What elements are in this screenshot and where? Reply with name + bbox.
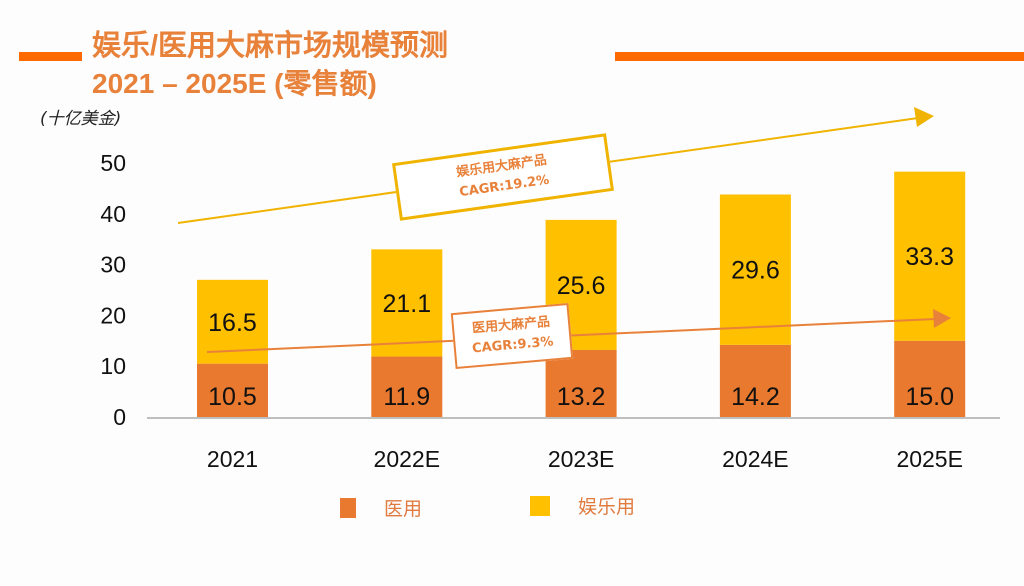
x-tick-label: 2022E [374, 446, 441, 472]
y-tick-label: 50 [100, 150, 126, 176]
y-axis-unit-label: (十亿美金) [40, 109, 122, 129]
bars: 10.5 16.5 11.9 21.1 13.2 25.6 14.2 29.6 15.0 33.3 [197, 171, 966, 417]
header-accent-bar-right [615, 52, 1024, 61]
legend-swatch-recreational [530, 495, 550, 516]
chart-subtitle: 2021 – 2025E (零售额) [92, 68, 377, 99]
data-label-medical-2022E: 11.9 [383, 383, 430, 411]
legend-label-recreational: 娱乐用 [578, 496, 636, 518]
data-label-recreational-2024E: 29.6 [731, 257, 780, 285]
x-axis-ticks: 2021 2022E 2023E 2024E 2025E [207, 446, 963, 472]
data-label-medical-2025E: 15.0 [905, 383, 954, 411]
y-tick-label: 40 [100, 201, 126, 227]
bar-recreational-2022E [371, 249, 443, 357]
x-tick-label: 2023E [548, 446, 615, 472]
data-label-recreational-2021: 16.5 [208, 309, 257, 337]
y-tick-label: 20 [100, 302, 126, 328]
data-label-recreational-2022E: 21.1 [382, 290, 431, 318]
legend-label-medical: 医用 [384, 498, 423, 520]
x-tick-label: 2021 [207, 446, 258, 472]
legend-item-medical: 医用 [340, 494, 422, 521]
x-tick-label: 2025E [896, 446, 963, 472]
bar-medical-2022E [371, 356, 443, 417]
data-label-recreational-2023E: 25.6 [557, 272, 606, 300]
bar-medical-2023E [545, 349, 617, 417]
bar-recreational-2025E [894, 171, 966, 341]
bar-medical-2024E [719, 344, 791, 417]
medical-arrowhead-icon [933, 309, 951, 328]
y-axis-ticks: 0 10 20 30 40 50 [100, 150, 126, 430]
y-tick-label: 30 [100, 252, 126, 278]
bar-medical-2021 [197, 363, 268, 417]
bar-medical-2025E [894, 340, 966, 417]
header-accent-bar-left [19, 52, 82, 61]
medical-cagr-callout: 医用大麻产品 CAGR:9.3% [450, 302, 574, 370]
chart-title: 娱乐/医用大麻市场规模预测 [92, 30, 449, 62]
y-tick-label: 10 [100, 353, 126, 379]
legend-item-recreational: 娱乐用 [530, 492, 635, 519]
bar-recreational-2024E [719, 194, 791, 345]
legend-swatch-medical [340, 497, 356, 518]
y-tick-label: 0 [113, 404, 126, 430]
data-label-medical-2023E: 13.2 [557, 383, 606, 411]
x-tick-label: 2024E [722, 446, 789, 472]
recreational-arrowhead-icon [914, 107, 934, 127]
data-label-medical-2021: 10.5 [208, 383, 257, 411]
data-label-recreational-2025E: 33.3 [905, 243, 954, 271]
data-label-medical-2024E: 14.2 [731, 383, 780, 411]
